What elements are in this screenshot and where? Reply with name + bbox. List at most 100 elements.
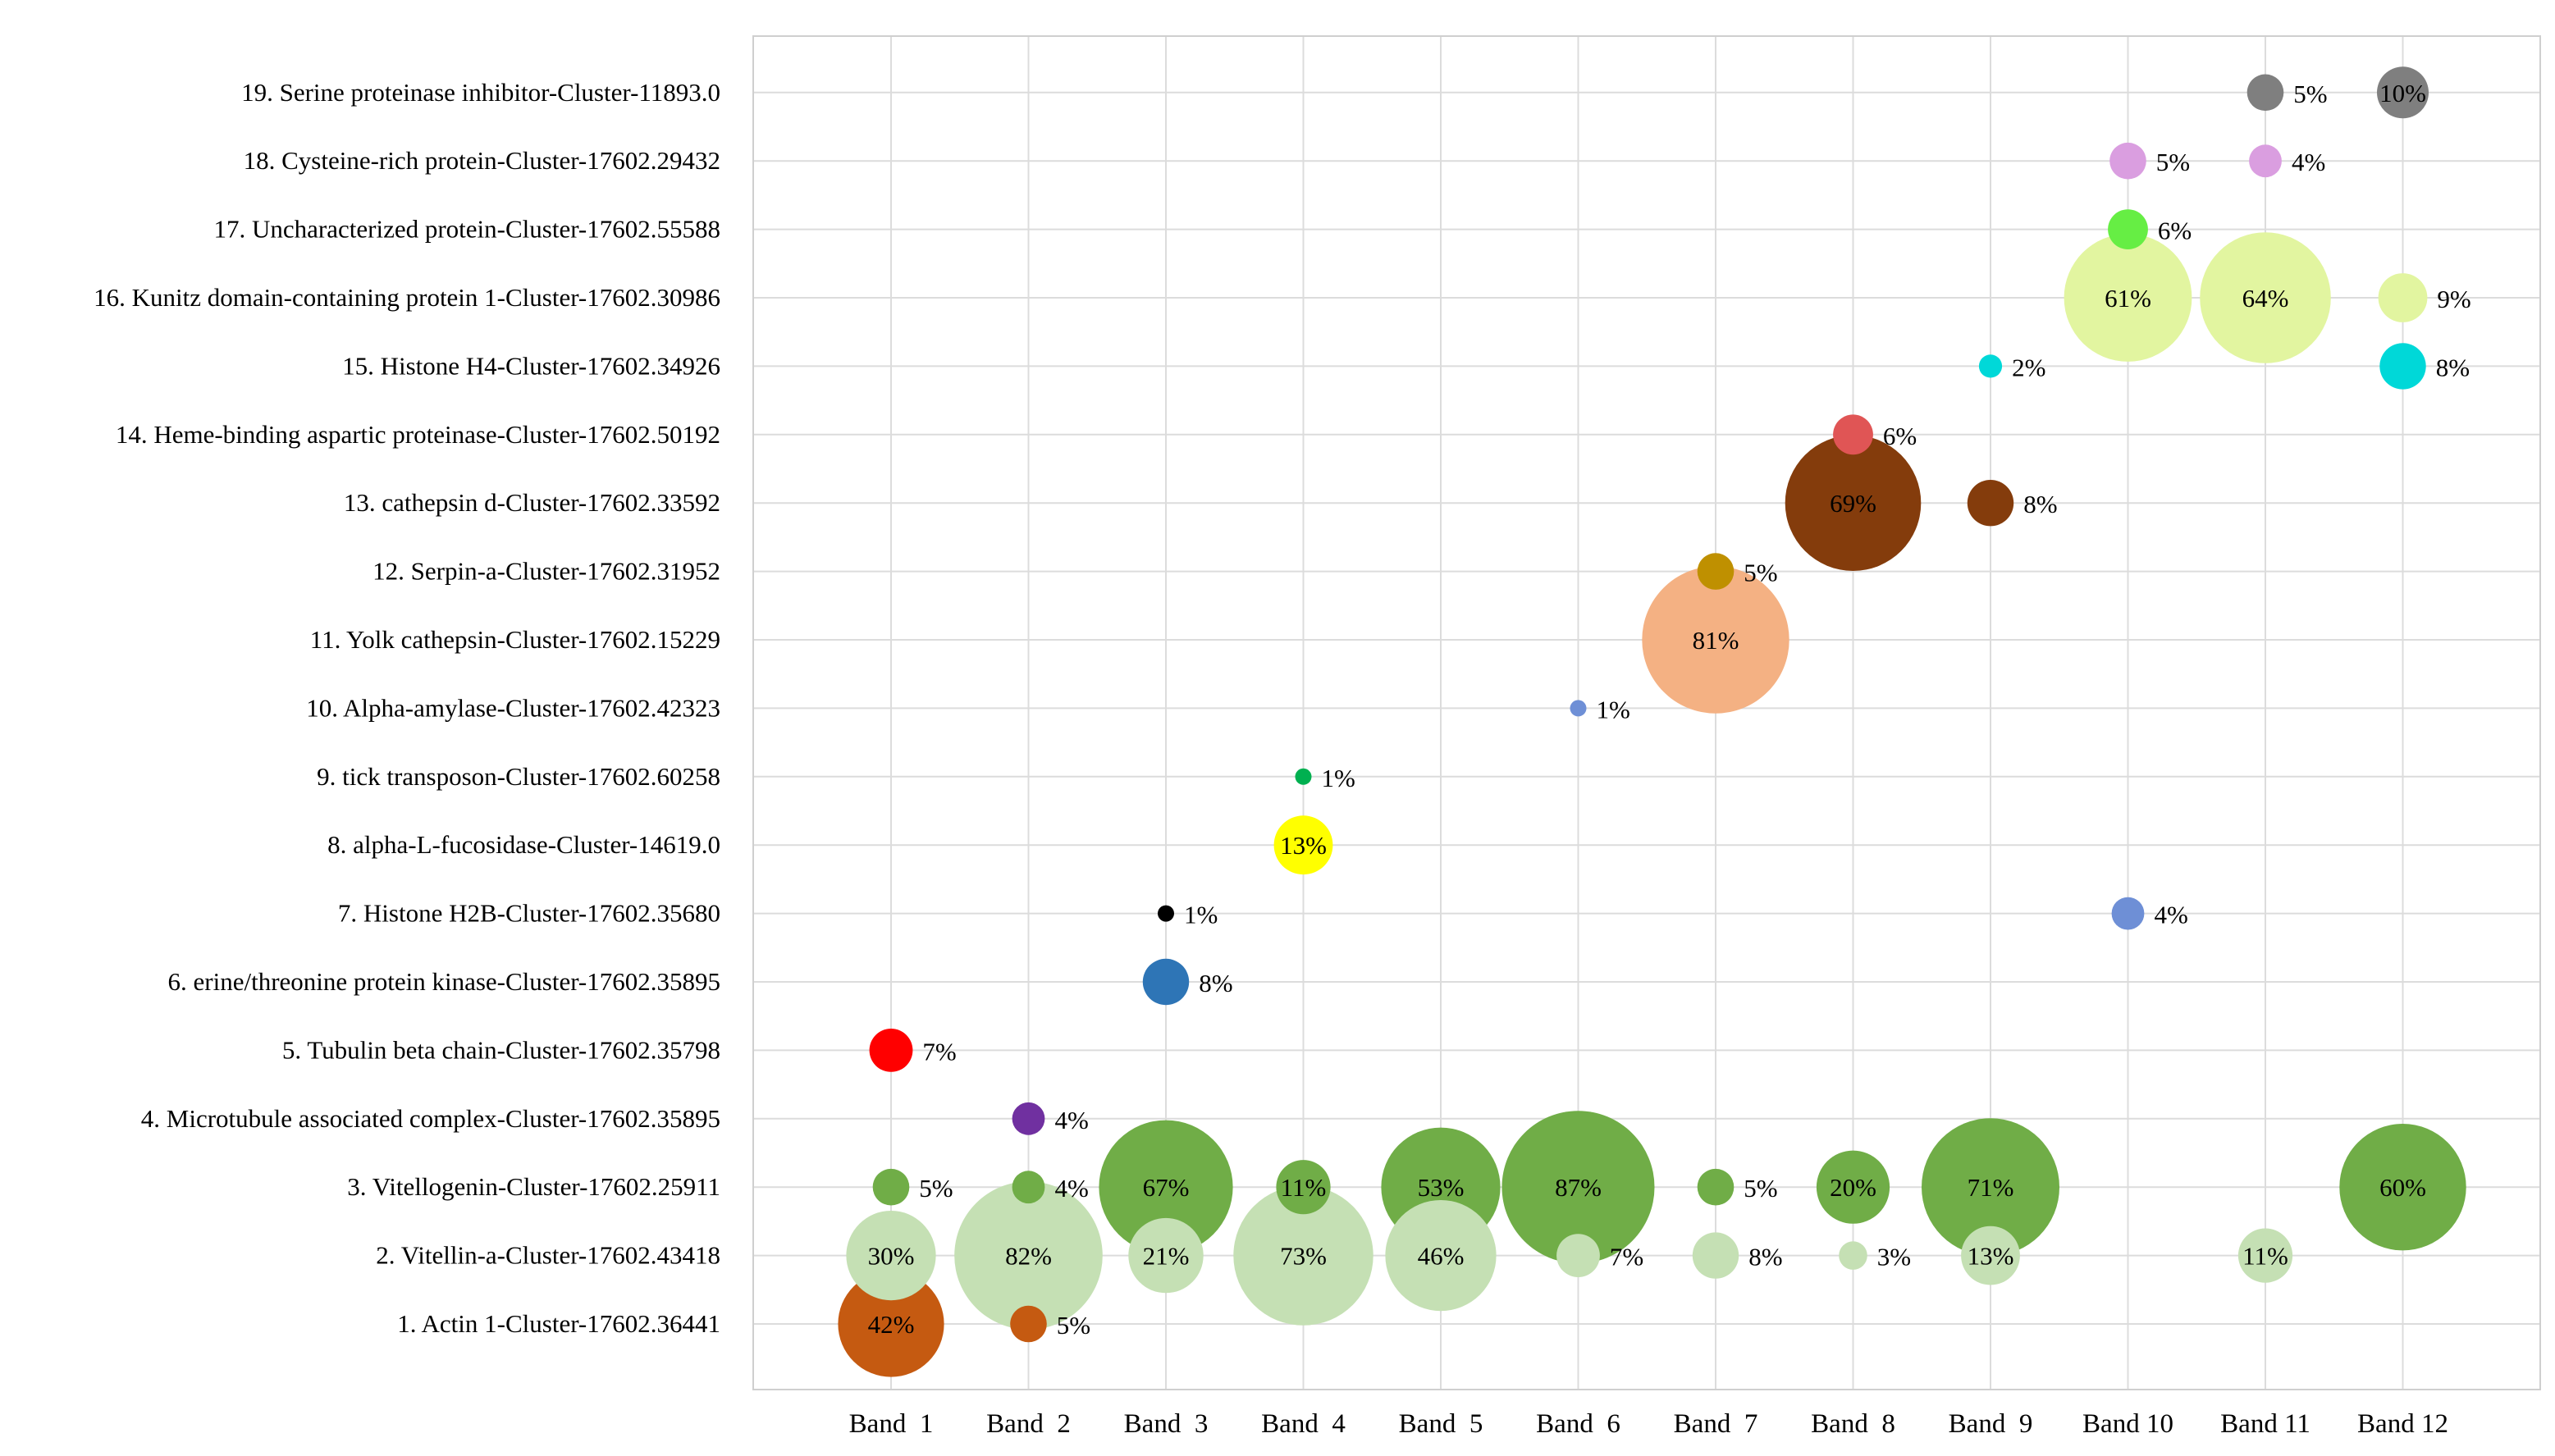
- bubble: [1142, 958, 1190, 1006]
- data-label: 6%: [1883, 422, 1917, 450]
- bubble: [1501, 1111, 1655, 1264]
- y-tick-label: 8. alpha-L-fucosidase-Cluster-14619.0: [327, 830, 720, 859]
- bubbles: [838, 66, 2466, 1377]
- data-label: 6%: [2158, 217, 2192, 245]
- bubble: [1697, 553, 1735, 590]
- data-label: 13%: [1968, 1242, 2014, 1271]
- bubble: [1642, 566, 1789, 714]
- data-label: 71%: [1968, 1173, 2014, 1202]
- bubble: [1276, 1160, 1331, 1215]
- y-tick-label: 3. Vitellogenin-Cluster-17602.25911: [347, 1172, 720, 1201]
- data-label: 9%: [2437, 285, 2470, 313]
- bubble: [869, 1029, 913, 1072]
- data-label: 11%: [1281, 1173, 1327, 1202]
- x-tick-label: Band 3: [1124, 1409, 1209, 1439]
- bubble: [1922, 1118, 2059, 1257]
- data-label: 81%: [1693, 626, 1739, 655]
- bubble: [1692, 1232, 1739, 1279]
- data-label: 61%: [2105, 284, 2151, 313]
- y-tick-label: 16. Kunitz domain-containing protein 1-C…: [94, 283, 720, 312]
- bubble: [1158, 905, 1174, 922]
- data-label: 7%: [1610, 1243, 1643, 1271]
- data-label: 1%: [1596, 695, 1629, 723]
- bubble: [1012, 1171, 1045, 1204]
- data-label: 2%: [2012, 353, 2045, 381]
- x-axis-labels: Band 1 Band 2 Band 3 Band 4 Band 5 Band 6 Band…: [849, 1409, 2448, 1439]
- data-label: 1%: [1184, 901, 1218, 929]
- bubble: [2378, 273, 2428, 322]
- data-label: 87%: [1555, 1173, 1602, 1202]
- bubble: [1012, 1102, 1045, 1135]
- bubble: [1295, 768, 1312, 785]
- y-tick-label: 6. erine/threonine protein kinase-Cluste…: [168, 967, 720, 996]
- bubble: [872, 1168, 910, 1206]
- bubble: [838, 1271, 944, 1377]
- bubble: [2379, 343, 2426, 390]
- data-label: 73%: [1280, 1242, 1327, 1271]
- data-label: 10%: [2379, 79, 2426, 107]
- bubble: [2064, 234, 2192, 362]
- bubble: [1833, 414, 1873, 455]
- bubble: [1697, 1168, 1735, 1206]
- y-tick-label: 12. Serpin-a-Cluster-17602.31952: [373, 557, 720, 586]
- bubble: [2249, 144, 2282, 178]
- data-label: 7%: [922, 1037, 956, 1066]
- data-label: 5%: [1744, 559, 1777, 587]
- y-tick-label: 2. Vitellin-a-Cluster-17602.43418: [376, 1241, 720, 1270]
- bubble: [2108, 209, 2148, 249]
- data-label: 3%: [1877, 1243, 1911, 1271]
- data-label: 1%: [1321, 764, 1355, 792]
- data-label: 8%: [1748, 1243, 1782, 1271]
- data-label: 4%: [2292, 148, 2325, 176]
- bubble: [1273, 815, 1333, 875]
- x-tick-label: Band 4: [1261, 1409, 1346, 1439]
- data-label: 69%: [1830, 489, 1876, 518]
- bubble: [1839, 1241, 1867, 1270]
- y-tick-label: 10. Alpha-amylase-Cluster-17602.42323: [306, 693, 720, 722]
- y-tick-label: 11. Yolk cathepsin-Cluster-17602.15229: [310, 625, 720, 654]
- bubble: [1967, 480, 2014, 527]
- bubble: [1961, 1226, 2020, 1285]
- data-label: 4%: [1054, 1174, 1088, 1203]
- data-label: 4%: [1054, 1106, 1088, 1134]
- data-label: 21%: [1143, 1242, 1190, 1271]
- x-tick-label: Band 11: [2220, 1409, 2310, 1439]
- data-labels: 42% 5% 30% 82% 21% 73% 46% 7% 8% 3% 13% 11% 5% 4% 67% 1…: [868, 79, 2471, 1340]
- data-label: 8%: [2436, 353, 2470, 381]
- bubble: [2237, 1228, 2293, 1283]
- data-label: 5%: [1744, 1174, 1777, 1203]
- x-tick-label: Band 9: [1949, 1409, 2033, 1439]
- x-tick-label: Band 5: [1399, 1409, 1483, 1439]
- y-tick-label: 1. Actin 1-Cluster-17602.36441: [397, 1309, 720, 1338]
- bubble: [1785, 435, 1922, 571]
- y-tick-label: 5. Tubulin beta chain-Cluster-17602.3579…: [282, 1035, 720, 1064]
- data-label: 42%: [868, 1310, 915, 1339]
- data-label: 82%: [1005, 1242, 1052, 1271]
- bubble: [2377, 66, 2429, 119]
- bubble: [2109, 142, 2146, 180]
- y-axis-labels: 1. Actin 1-Cluster-17602.36441 2. Vitelli…: [94, 78, 720, 1338]
- data-label: 5%: [919, 1174, 953, 1203]
- data-label: 64%: [2242, 284, 2289, 313]
- data-label: 53%: [1418, 1173, 1465, 1202]
- x-tick-label: Band 6: [1536, 1409, 1620, 1439]
- bubble: [2339, 1124, 2466, 1251]
- y-tick-label: 4. Microtubule associated complex-Cluste…: [141, 1104, 720, 1133]
- data-label: 5%: [2156, 148, 2190, 176]
- x-tick-label: Band 1: [849, 1409, 934, 1439]
- data-label: 5%: [1057, 1311, 1090, 1340]
- y-tick-label: 17. Uncharacterized protein-Cluster-1760…: [214, 215, 720, 244]
- data-label: 60%: [2379, 1173, 2426, 1202]
- bubble: [2200, 232, 2331, 363]
- data-label: 30%: [868, 1242, 915, 1271]
- bubble: [1099, 1120, 1233, 1254]
- y-tick-label: 19. Serine proteinase inhibitor-Cluster-…: [241, 78, 720, 107]
- bubble: [1816, 1150, 1890, 1224]
- y-tick-label: 14. Heme-binding aspartic proteinase-Clu…: [116, 420, 720, 449]
- data-label: 11%: [2242, 1242, 2288, 1271]
- bubble: [1978, 354, 2003, 378]
- data-label: 67%: [1143, 1173, 1190, 1202]
- data-label: 8%: [1199, 969, 1232, 997]
- data-label: 5%: [2293, 80, 2327, 108]
